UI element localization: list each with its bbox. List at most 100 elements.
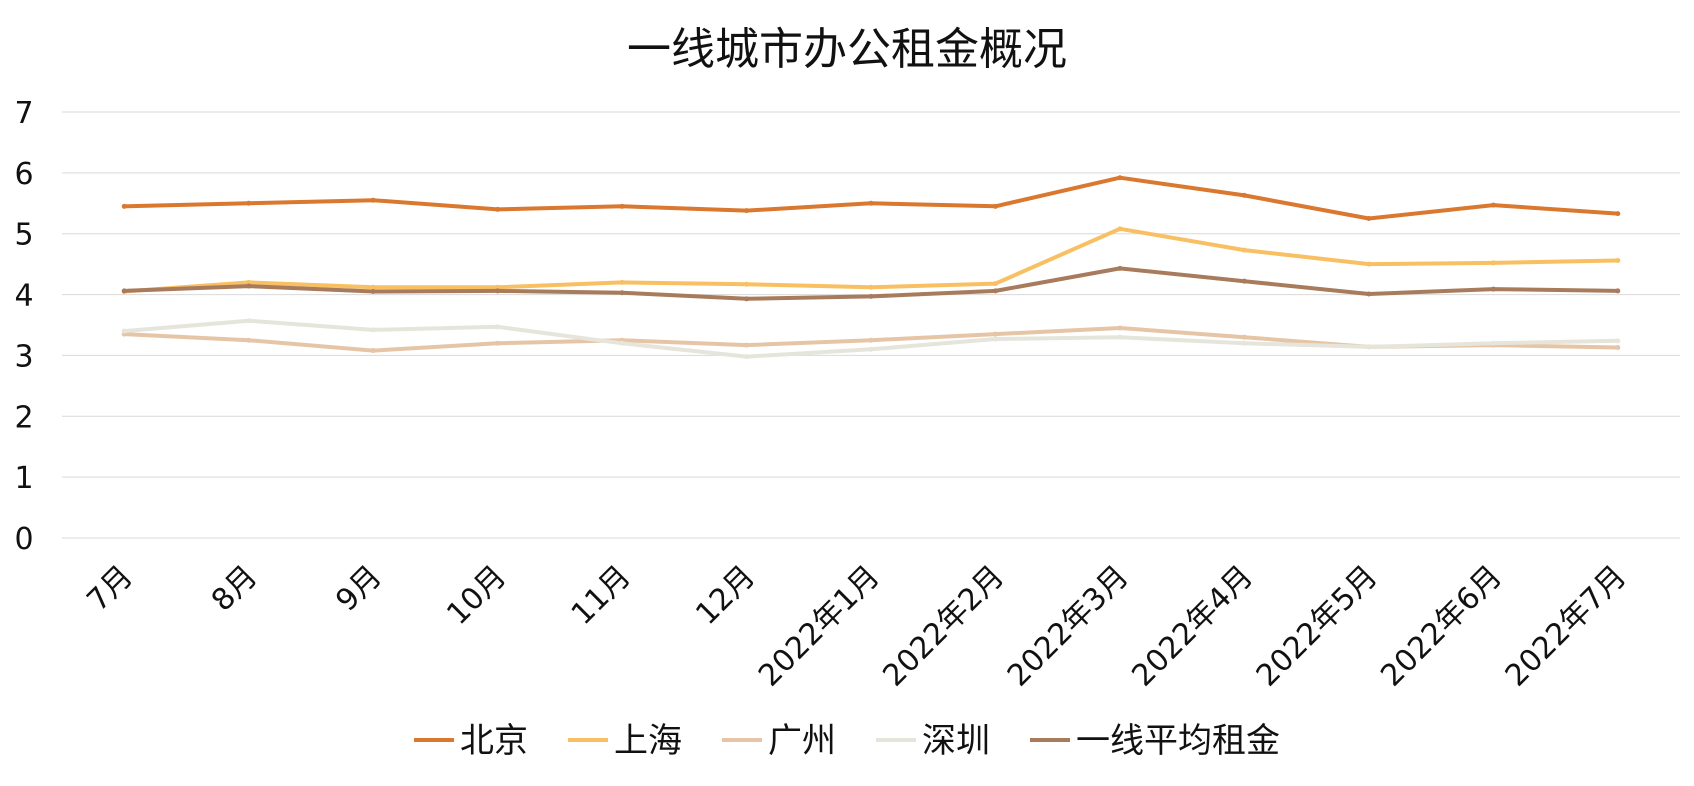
x-tick-label: 2022年6月	[1374, 559, 1509, 694]
data-point	[1117, 325, 1123, 331]
data-point	[619, 290, 625, 296]
data-point	[1366, 261, 1372, 267]
y-tick-label: 2	[14, 400, 33, 435]
x-tick-label: 2022年5月	[1250, 559, 1385, 694]
data-point	[1490, 340, 1496, 346]
series-line-0	[122, 175, 1620, 221]
legend-item: 深圳	[876, 721, 990, 761]
data-point	[868, 200, 874, 206]
data-point	[1241, 340, 1247, 346]
data-point	[992, 331, 998, 337]
y-axis-ticks: 0 1 2 3 4 5 6 7	[14, 96, 33, 557]
data-point	[619, 340, 625, 346]
data-point	[495, 288, 501, 294]
legend-label: 北京	[460, 721, 528, 761]
data-point	[744, 296, 750, 302]
legend-label: 一线平均租金	[1076, 721, 1280, 761]
x-tick-label: 2022年2月	[876, 559, 1011, 694]
legend: 北京 上海 广州 深圳 一线平均租金	[414, 721, 1280, 761]
y-tick-label: 0	[14, 522, 33, 557]
data-point	[246, 337, 252, 343]
data-point	[1366, 216, 1372, 221]
y-tick-label: 3	[14, 339, 33, 374]
data-point	[744, 281, 750, 287]
data-point	[370, 197, 376, 203]
data-point	[121, 288, 127, 294]
data-point	[1490, 202, 1496, 208]
data-point	[246, 283, 252, 289]
data-point	[1241, 192, 1247, 198]
data-point	[495, 340, 501, 346]
x-tick-label: 2022年4月	[1125, 559, 1260, 694]
data-point	[1117, 265, 1123, 271]
data-point	[370, 327, 376, 333]
data-point	[246, 318, 252, 324]
data-point	[495, 324, 501, 330]
y-tick-label: 5	[14, 218, 33, 253]
data-point	[992, 281, 998, 287]
data-point	[1615, 338, 1621, 344]
legend-label: 广州	[768, 721, 836, 761]
data-point	[744, 342, 750, 348]
x-tick-label: 10月	[440, 559, 513, 632]
data-point	[1117, 175, 1123, 181]
series-line-1	[122, 226, 1620, 294]
data-point	[868, 337, 874, 343]
data-point	[246, 200, 252, 206]
legend-item: 上海	[568, 721, 682, 761]
data-point	[246, 279, 252, 285]
legend-label: 上海	[614, 721, 682, 761]
y-tick-label: 4	[14, 279, 33, 314]
data-point	[1615, 211, 1621, 217]
legend-item: 北京	[414, 721, 528, 761]
data-point	[495, 284, 501, 290]
x-tick-label: 8月	[205, 559, 264, 618]
chart-title: 一线城市办公租金概况	[627, 24, 1067, 75]
y-tick-label: 1	[14, 461, 33, 496]
data-point	[1615, 257, 1621, 263]
data-point	[1490, 286, 1496, 292]
x-tick-label: 7月	[80, 559, 139, 618]
data-point	[992, 203, 998, 209]
data-point	[1615, 345, 1621, 351]
legend-item: 广州	[722, 721, 836, 761]
x-tick-label: 2022年1月	[752, 559, 887, 694]
data-point	[1117, 334, 1123, 340]
data-point	[868, 284, 874, 290]
legend-item: 一线平均租金	[1030, 721, 1280, 761]
x-tick-label: 11月	[565, 559, 638, 632]
data-point	[370, 284, 376, 290]
x-tick-label: 2022年3月	[1001, 559, 1136, 694]
x-axis-ticks: 7月 8月 9月 10月 11月 12月2022年1月2022年2月2022年3月2022…	[80, 559, 1633, 694]
data-point	[370, 348, 376, 354]
data-point	[1241, 247, 1247, 253]
y-tick-label: 7	[14, 96, 33, 131]
data-point	[1490, 260, 1496, 266]
data-point	[868, 346, 874, 352]
data-point	[619, 203, 625, 209]
data-point	[1241, 278, 1247, 284]
data-point	[1117, 226, 1123, 232]
data-point	[744, 208, 750, 214]
data-point	[992, 288, 998, 294]
legend-label: 深圳	[922, 721, 990, 761]
series-lines	[121, 175, 1621, 360]
x-tick-label: 9月	[329, 559, 388, 618]
x-tick-label: 12月	[689, 559, 762, 632]
data-point	[1241, 334, 1247, 340]
data-point	[1366, 291, 1372, 297]
data-point	[1366, 344, 1372, 350]
data-point	[868, 293, 874, 299]
data-point	[121, 203, 127, 209]
data-point	[121, 328, 127, 334]
x-tick-label: 2022年7月	[1499, 559, 1634, 694]
data-point	[370, 289, 376, 295]
y-tick-label: 6	[14, 157, 33, 192]
data-point	[495, 206, 501, 212]
data-point	[992, 336, 998, 342]
data-point	[619, 279, 625, 285]
data-point	[1615, 288, 1621, 294]
data-point	[744, 354, 750, 360]
